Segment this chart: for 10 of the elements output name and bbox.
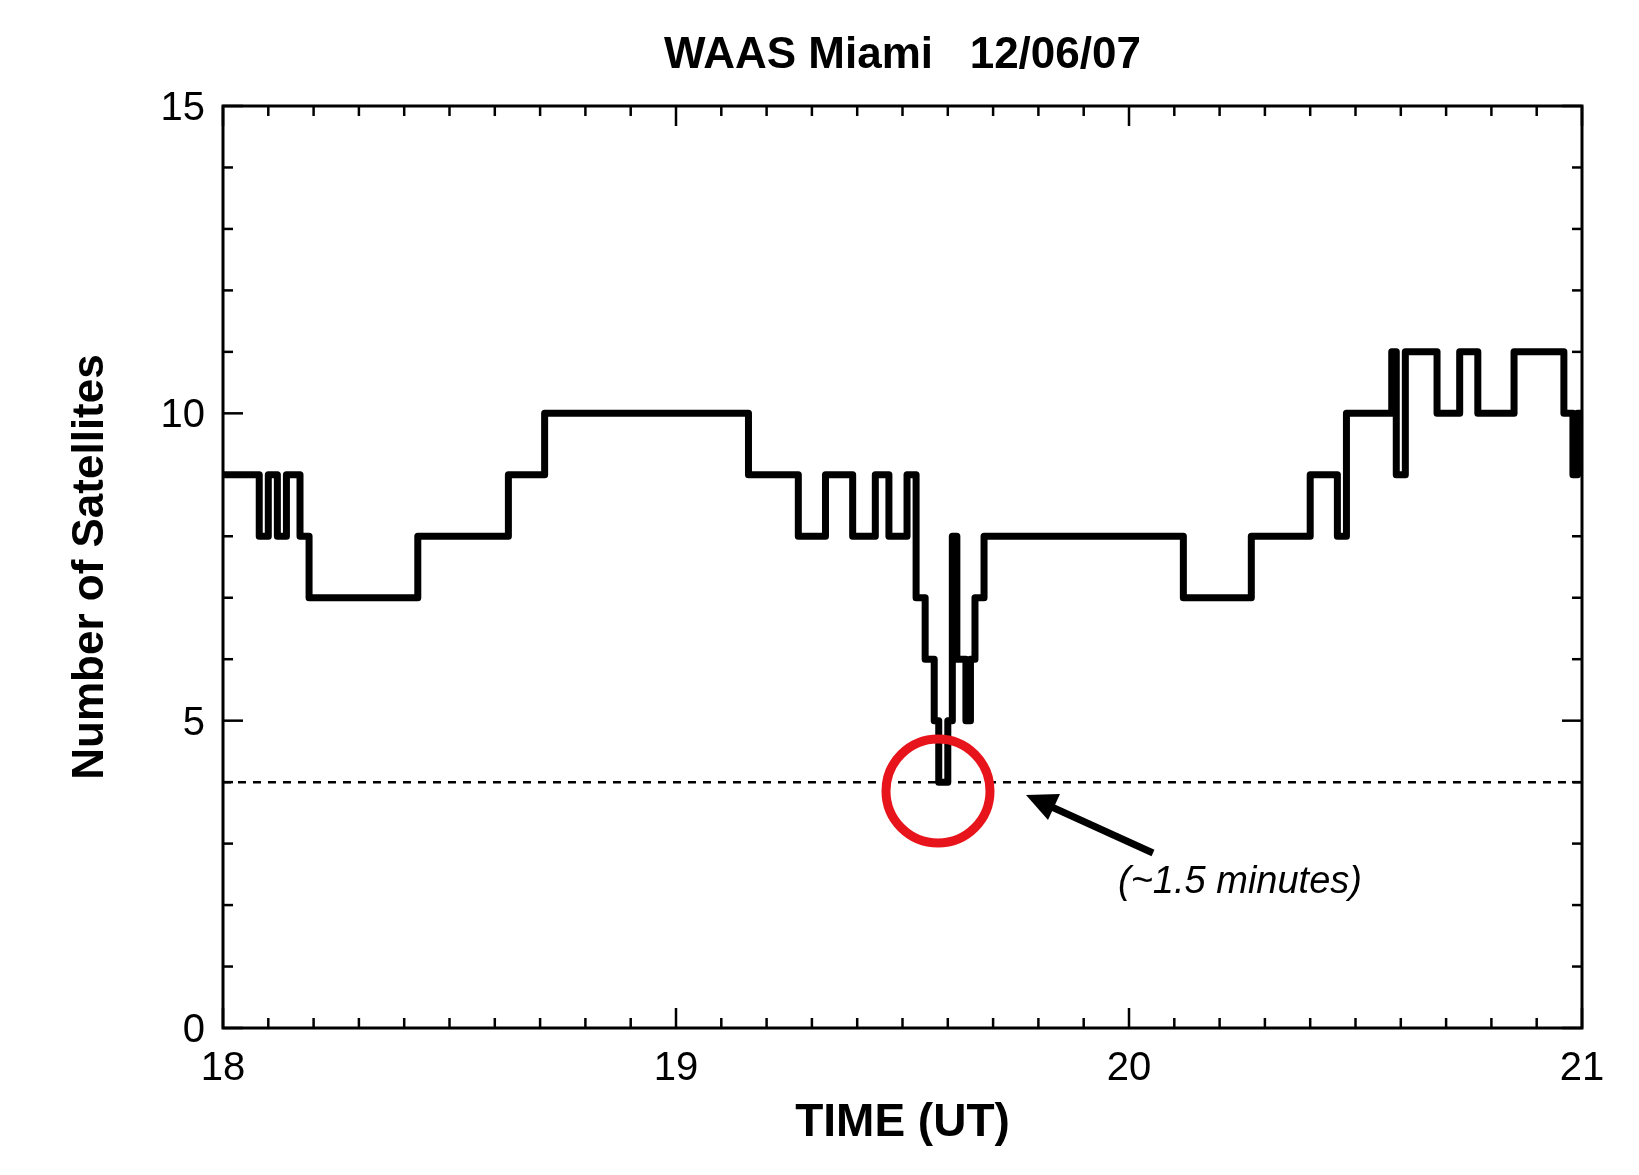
chart-title: WAAS Miami 12/06/07: [664, 28, 1141, 77]
y-tick-label: 15: [160, 84, 205, 128]
y-axis-title: Number of Satellites: [63, 354, 112, 780]
y-tick-label: 5: [182, 698, 205, 743]
y-tick-label: 10: [160, 391, 205, 436]
x-tick-label: 20: [1106, 1044, 1152, 1088]
x-tick-label: 21: [1559, 1044, 1605, 1088]
annotation: (~1.5 minutes): [1118, 859, 1362, 901]
x-axis-title: TIME (UT): [795, 1094, 1010, 1146]
x-tick-label: 19: [653, 1044, 699, 1088]
